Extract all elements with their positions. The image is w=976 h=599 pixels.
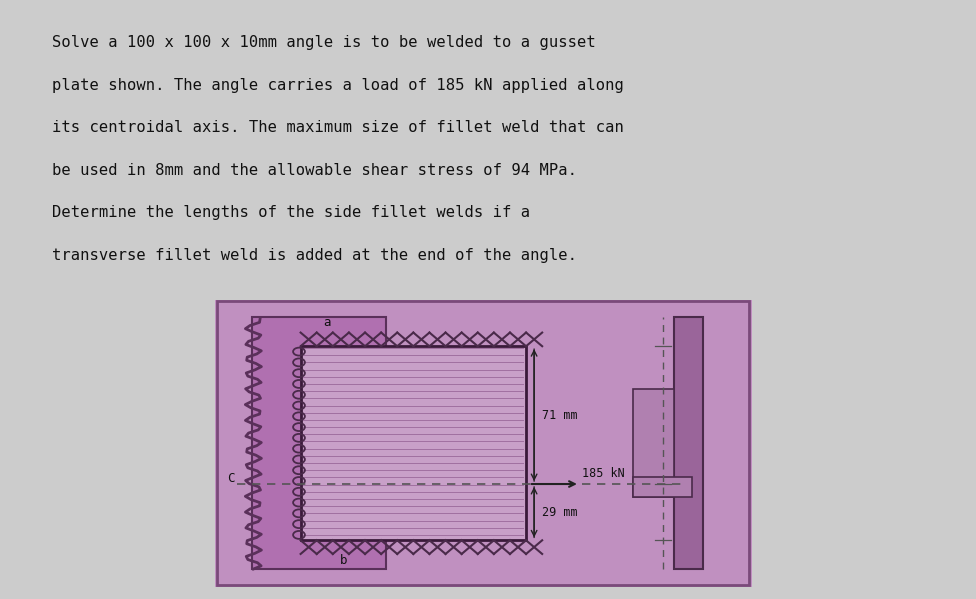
Bar <box>633 477 693 497</box>
Text: Solve a 100 x 100 x 10mm angle is to be welded to a gusset: Solve a 100 x 100 x 10mm angle is to be … <box>53 35 596 50</box>
Text: a: a <box>324 316 331 329</box>
Text: b: b <box>340 553 347 567</box>
Bar <box>633 389 673 497</box>
Text: 29 mm: 29 mm <box>543 506 578 519</box>
Bar <box>673 317 704 569</box>
Text: Determine the lengths of the side fillet welds if a: Determine the lengths of the side fillet… <box>53 205 530 220</box>
Text: plate shown. The angle carries a load of 185 kN applied along: plate shown. The angle carries a load of… <box>53 77 625 92</box>
Text: C: C <box>227 472 234 485</box>
Text: its centroidal axis. The maximum size of fillet weld that can: its centroidal axis. The maximum size of… <box>53 120 625 135</box>
Text: transverse fillet weld is added at the end of the angle.: transverse fillet weld is added at the e… <box>53 248 578 263</box>
Bar <box>252 317 386 569</box>
Text: 185 kN: 185 kN <box>583 467 626 480</box>
Bar <box>301 346 526 540</box>
Text: 71 mm: 71 mm <box>543 409 578 422</box>
Text: be used in 8mm and the allowable shear stress of 94 MPa.: be used in 8mm and the allowable shear s… <box>53 163 578 178</box>
